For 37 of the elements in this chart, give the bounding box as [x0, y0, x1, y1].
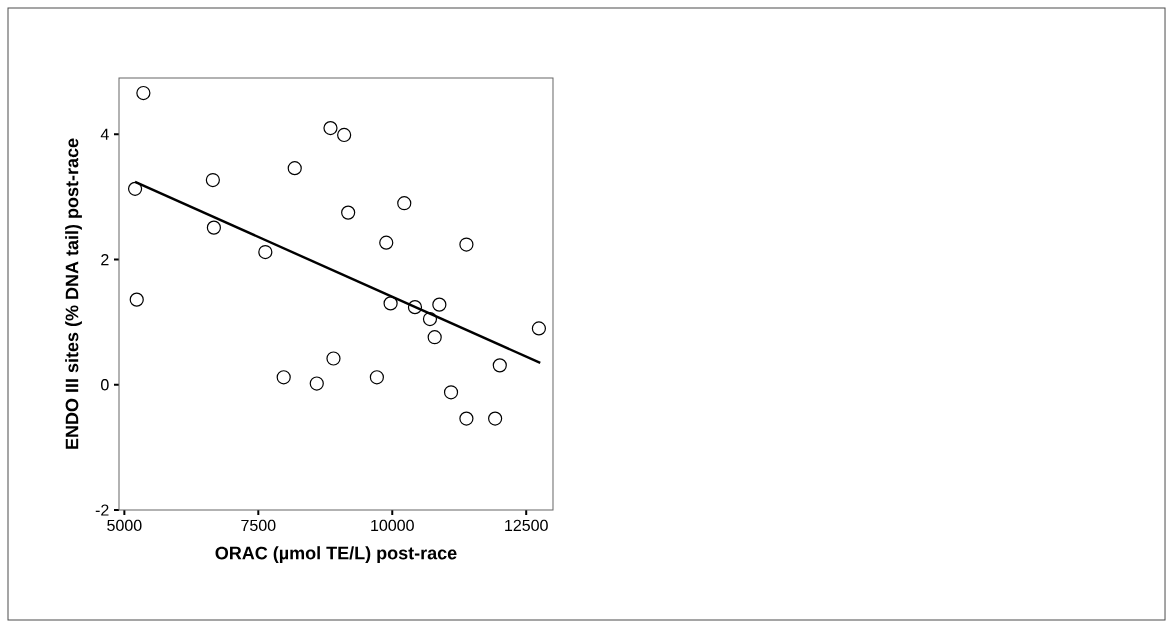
y-tick-label: 2	[101, 253, 109, 266]
point	[531, 321, 547, 336]
x-tick-label: 10000	[371, 519, 414, 532]
point	[205, 172, 220, 188]
point	[422, 311, 438, 327]
point	[323, 120, 338, 136]
x-tick-label: 7500	[241, 519, 276, 532]
point	[432, 297, 447, 312]
point	[459, 237, 474, 252]
y-axis-title: ENDO III sites (% DNA tail) post-race	[65, 138, 82, 449]
point	[397, 196, 412, 211]
point	[459, 411, 474, 426]
point	[443, 385, 459, 400]
point	[326, 351, 341, 366]
x-tick-label: 12500	[505, 519, 548, 532]
point	[427, 330, 442, 345]
point	[379, 235, 394, 250]
x-tick-label: 5000	[107, 519, 142, 532]
point	[383, 296, 398, 311]
point	[407, 300, 423, 315]
point	[287, 161, 302, 176]
point	[337, 127, 352, 143]
point	[341, 205, 356, 220]
y-tick-label: 4	[100, 128, 109, 140]
x-axis-title: ORAC (µmol TE/L) post-race	[215, 546, 457, 563]
y-tick-label: 0	[101, 379, 109, 391]
point	[369, 370, 384, 385]
point	[276, 370, 291, 385]
point	[492, 358, 507, 373]
point	[136, 85, 151, 101]
point	[127, 181, 143, 196]
point	[206, 220, 221, 235]
point	[129, 292, 144, 307]
point	[488, 411, 503, 426]
y-tick-label: -2	[95, 504, 109, 516]
point	[258, 244, 273, 260]
point	[309, 376, 324, 391]
